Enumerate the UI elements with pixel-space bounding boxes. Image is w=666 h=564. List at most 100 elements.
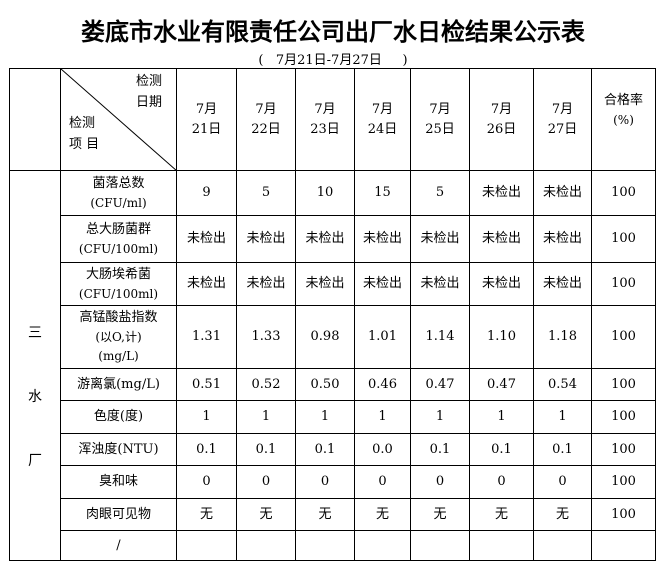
pass-rate-cell: 100 bbox=[591, 368, 656, 401]
value-cell: 0.47 bbox=[410, 368, 470, 401]
item-name-cell: 菌落总数 (CFU/ml) bbox=[60, 170, 177, 216]
item-name-cell: 浑浊度(NTU) bbox=[60, 433, 177, 466]
value-cell: 未检出 bbox=[469, 215, 534, 263]
plant-name-cell: 三水厂 bbox=[9, 170, 61, 561]
date-day: 27日 bbox=[547, 121, 578, 137]
item-name-line: (mg/L) bbox=[98, 349, 139, 363]
value-cell: 1.33 bbox=[236, 305, 296, 369]
plant-name-char: 厂 bbox=[28, 453, 42, 469]
item-name-cell: / bbox=[60, 530, 177, 561]
value-cell: 0.1 bbox=[469, 433, 534, 466]
value-cell: 未检出 bbox=[410, 262, 470, 306]
value-cell: 1.10 bbox=[469, 305, 534, 369]
value-cell: 0.1 bbox=[295, 433, 355, 466]
item-name-line: (CFU/ml) bbox=[90, 195, 147, 210]
item-name-line: 浑浊度(NTU) bbox=[78, 441, 159, 457]
table-row: 臭和味 0 0 0 0 0 0 0 100 bbox=[10, 465, 656, 499]
value-cell: 0.1 bbox=[236, 433, 296, 466]
value-cell: 0.1 bbox=[176, 433, 237, 466]
table-row: 总大肠菌群 (CFU/100ml) 未检出 未检出 未检出 未检出 未检出 未检出 未检出 100 bbox=[10, 215, 656, 263]
value-cell: 0.46 bbox=[354, 368, 411, 401]
date-day: 24日 bbox=[367, 121, 398, 137]
blank-corner bbox=[9, 68, 61, 171]
item-name-cell: 大肠埃希菌 (CFU/100ml) bbox=[60, 262, 177, 306]
header-label: 日期 bbox=[135, 95, 162, 110]
pass-rate-unit: (%) bbox=[613, 113, 634, 127]
date-day: 21日 bbox=[191, 121, 222, 137]
plant-name-char: 三 bbox=[28, 325, 42, 341]
value-cell: 5 bbox=[410, 170, 470, 216]
page-title: 娄底市水业有限责任公司出厂水日检结果公示表 bbox=[81, 18, 585, 46]
value-cell: 0.51 bbox=[176, 368, 237, 401]
table-row: / bbox=[10, 530, 656, 561]
value-cell: 未检出 bbox=[176, 215, 237, 263]
date-month: 7月 bbox=[490, 101, 513, 117]
value-cell: 未检出 bbox=[236, 262, 296, 306]
pass-rate-cell bbox=[591, 530, 656, 561]
value-cell: 0.1 bbox=[410, 433, 470, 466]
value-cell: 0.54 bbox=[533, 368, 592, 401]
value-cell: 5 bbox=[236, 170, 296, 216]
date-day: 22日 bbox=[251, 121, 281, 137]
date-month: 7月 bbox=[551, 101, 574, 117]
value-cell: 无 bbox=[354, 498, 411, 531]
value-cell: 无 bbox=[176, 498, 237, 531]
item-name-line: 肉眼可见物 bbox=[85, 506, 151, 522]
item-name-line: 总大肠菌群 bbox=[85, 221, 151, 237]
pass-rate-cell: 100 bbox=[591, 400, 656, 434]
item-name-line: 菌落总数 bbox=[92, 175, 145, 191]
diagonal-line bbox=[61, 69, 177, 171]
pass-rate-cell: 100 bbox=[591, 433, 656, 466]
pass-rate-cell: 100 bbox=[591, 498, 656, 531]
value-cell: 0.47 bbox=[469, 368, 534, 401]
value-cell: 未检出 bbox=[295, 262, 355, 306]
value-cell: 1 bbox=[469, 400, 534, 434]
value-cell: 0.0 bbox=[354, 433, 411, 466]
pass-rate-cell: 100 bbox=[591, 465, 656, 499]
value-cell: 未检出 bbox=[295, 215, 355, 263]
date-header: 7月 21日 bbox=[176, 68, 237, 171]
value-cell: 未检出 bbox=[533, 170, 592, 216]
date-month: 7月 bbox=[195, 101, 218, 117]
item-name-line: (以O,计) bbox=[95, 330, 142, 344]
value-cell bbox=[410, 530, 470, 561]
table-row: 三水厂菌落总数 (CFU/ml) 9 5 10 15 5 未检出 未检出 100 bbox=[9, 170, 656, 561]
item-name-cell: 臭和味 bbox=[60, 465, 177, 499]
item-name-cell: 色度(度) bbox=[60, 400, 177, 434]
item-name-line: 高锰酸盐指数 bbox=[79, 310, 158, 325]
date-header: 7月 27日 bbox=[533, 68, 592, 171]
value-cell: 0.1 bbox=[533, 433, 592, 466]
table-row: 肉眼可见物无无无无无无无 100 bbox=[10, 498, 656, 531]
date-month: 7月 bbox=[429, 101, 451, 117]
value-cell: 0.52 bbox=[236, 368, 296, 401]
value-cell: 未检出 bbox=[410, 215, 470, 263]
value-cell: 0 bbox=[295, 465, 355, 499]
pass-rate-cell: 100 bbox=[591, 262, 656, 306]
value-cell: 10 bbox=[295, 170, 355, 216]
value-cell: 0.98 bbox=[295, 305, 355, 369]
plant-name-char: 水 bbox=[28, 389, 42, 405]
value-cell: 未检出 bbox=[469, 262, 534, 306]
pass-rate-header: 合格率 (%) bbox=[591, 68, 656, 171]
value-cell: 无 bbox=[295, 498, 355, 531]
pass-rate-cell: 100 bbox=[591, 215, 656, 263]
item-name-line: 游离氯(mg/L) bbox=[77, 376, 160, 392]
item-name-line: 大肠埃希菌 bbox=[85, 266, 151, 282]
value-cell: 1 bbox=[410, 400, 470, 434]
value-cell: 未检出 bbox=[354, 215, 411, 263]
value-cell: 1 bbox=[236, 400, 296, 434]
value-cell: 1.14 bbox=[410, 305, 470, 369]
table-row: 高锰酸盐指数 (以O,计) (mg/L) 1.31 1.33 0.98 1.01 1.14 1.… bbox=[10, 305, 656, 369]
diagonal-header-cell: 检测 日期 检测项 目 bbox=[60, 68, 177, 171]
value-cell: 未检出 bbox=[236, 215, 296, 263]
date-header: 7月 22日 bbox=[236, 68, 296, 171]
date-header: 7月 26日 bbox=[469, 68, 534, 171]
value-cell: 0 bbox=[176, 465, 237, 499]
header-label: 检测 bbox=[135, 74, 162, 89]
value-cell: 1 bbox=[533, 400, 592, 434]
results-table: 检测 日期 检测项 目 7月 21日 7月 22日 7月 23日 7月 24日 7月 25日 7月 26… bbox=[9, 68, 656, 561]
value-cell: 15 bbox=[354, 170, 411, 216]
table-row: 色度(度) 1 1 1 1 1 1 1 100 bbox=[10, 400, 656, 434]
date-range: ( 7月21日-7月27日 ) bbox=[258, 53, 408, 68]
header-row: 检测 日期 检测项 目 7月 21日 7月 22日 7月 23日 7月 24日 7月 25日 7月 26… bbox=[9, 68, 656, 171]
